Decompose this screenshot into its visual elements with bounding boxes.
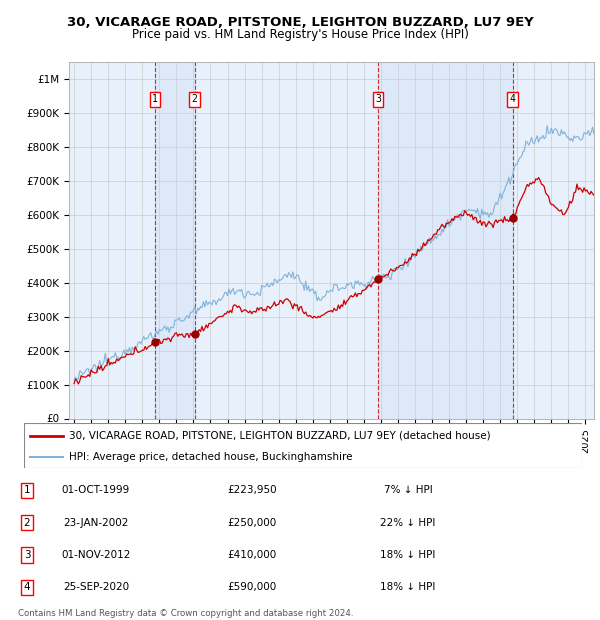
Text: £223,950: £223,950 bbox=[227, 485, 277, 495]
Text: 30, VICARAGE ROAD, PITSTONE, LEIGHTON BUZZARD, LU7 9EY (detached house): 30, VICARAGE ROAD, PITSTONE, LEIGHTON BU… bbox=[68, 431, 490, 441]
Point bbox=[26, 453, 33, 461]
Text: 3: 3 bbox=[23, 550, 31, 560]
Text: Price paid vs. HM Land Registry's House Price Index (HPI): Price paid vs. HM Land Registry's House … bbox=[131, 28, 469, 41]
Bar bbox=[378, 62, 512, 419]
Point bbox=[59, 432, 67, 440]
Text: 25-SEP-2020: 25-SEP-2020 bbox=[63, 582, 129, 592]
Point bbox=[59, 453, 67, 461]
Text: 23-JAN-2002: 23-JAN-2002 bbox=[64, 518, 128, 528]
Text: 2: 2 bbox=[23, 518, 31, 528]
Text: £250,000: £250,000 bbox=[227, 518, 277, 528]
Text: 1: 1 bbox=[23, 485, 31, 495]
Text: 18% ↓ HPI: 18% ↓ HPI bbox=[380, 582, 436, 592]
Text: £590,000: £590,000 bbox=[227, 582, 277, 592]
Bar bbox=[155, 62, 194, 419]
Text: 01-NOV-2012: 01-NOV-2012 bbox=[61, 550, 131, 560]
Text: 4: 4 bbox=[510, 94, 515, 104]
Text: 7% ↓ HPI: 7% ↓ HPI bbox=[383, 485, 433, 495]
Text: £410,000: £410,000 bbox=[227, 550, 277, 560]
Text: 1: 1 bbox=[152, 94, 158, 104]
Text: HPI: Average price, detached house, Buckinghamshire: HPI: Average price, detached house, Buck… bbox=[68, 452, 352, 462]
Text: 18% ↓ HPI: 18% ↓ HPI bbox=[380, 550, 436, 560]
Text: 2: 2 bbox=[191, 94, 197, 104]
Point bbox=[26, 432, 33, 440]
Text: 30, VICARAGE ROAD, PITSTONE, LEIGHTON BUZZARD, LU7 9EY: 30, VICARAGE ROAD, PITSTONE, LEIGHTON BU… bbox=[67, 16, 533, 29]
Text: 4: 4 bbox=[23, 582, 31, 592]
Text: 01-OCT-1999: 01-OCT-1999 bbox=[62, 485, 130, 495]
Text: Contains HM Land Registry data © Crown copyright and database right 2024.
This d: Contains HM Land Registry data © Crown c… bbox=[18, 609, 353, 620]
Text: 3: 3 bbox=[375, 94, 381, 104]
Text: 22% ↓ HPI: 22% ↓ HPI bbox=[380, 518, 436, 528]
